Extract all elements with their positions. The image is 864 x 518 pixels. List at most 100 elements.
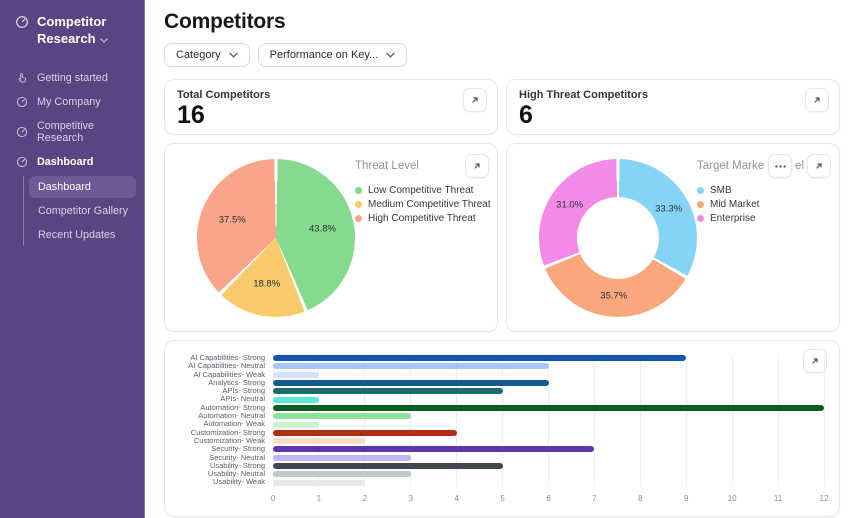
bar-row	[273, 362, 824, 370]
x-tick-label: 1	[316, 493, 322, 503]
gridline	[272, 354, 274, 487]
chevron-down-icon	[228, 52, 238, 58]
more-options-button[interactable]	[768, 154, 793, 178]
expand-button[interactable]	[463, 88, 487, 112]
bar-usability-weak[interactable]	[273, 479, 365, 486]
bar-category-label: Automation- Weak	[203, 419, 265, 429]
legend-label: Medium Competitive Threat	[368, 199, 491, 210]
bar-security-neutral[interactable]	[273, 454, 411, 461]
sidebar-item-getting-started[interactable]: Getting started	[0, 66, 144, 90]
filter-performance-on-key-[interactable]: Performance on Key...	[257, 43, 408, 67]
sidebar-item-my-company[interactable]: My Company	[0, 90, 144, 114]
bar-ai-capabilities-strong[interactable]	[273, 355, 687, 362]
feature-performance-bar-chart-card: AI Capabilities- Strong AI Capabilities- …	[164, 340, 840, 517]
bar-row	[273, 387, 824, 395]
high-threat-competitors-card: High Threat Competitors 6	[506, 79, 840, 135]
bar-category-label: AI Capabilities- Weak	[193, 369, 265, 379]
bar-category-label: Analytics- Strong	[208, 377, 265, 387]
bar-row	[273, 354, 824, 362]
bar-row	[273, 379, 824, 387]
chart-side-panel: Target Market Mu el SMB Mid Market Enterpr…	[697, 154, 831, 227]
x-tick-label: 2	[362, 493, 368, 503]
chart-title: Target Market Mu	[697, 160, 766, 172]
app-brand[interactable]: Competitor Research	[0, 0, 144, 58]
sidebar-nav: Getting started My Company Competitive Res…	[0, 66, 144, 174]
bar-row	[273, 470, 824, 478]
bar-category-label: AI Capabilities- Neutral	[188, 361, 265, 371]
gridline	[456, 354, 458, 487]
sidebar-item-dashboard[interactable]: Dashboard	[0, 150, 144, 174]
bar-ai-capabilities-weak[interactable]	[273, 371, 319, 378]
bar-row	[273, 454, 824, 462]
bar-category-label: AI Capabilities- Strong	[190, 353, 265, 362]
gridline	[639, 354, 641, 487]
bar-customization-strong[interactable]	[273, 429, 457, 436]
gridline	[777, 354, 779, 487]
arrow-up-right-icon	[474, 163, 480, 169]
bar-category-label: Customization- Weak	[193, 435, 265, 445]
sidebar-subitem-competitor-gallery[interactable]: Competitor Gallery	[38, 204, 129, 217]
chevron-down-icon	[99, 38, 108, 43]
legend-item: Low Competitive Threat	[355, 185, 489, 196]
arrow-up-right-icon	[814, 97, 820, 103]
x-tick-label: 6	[546, 493, 551, 503]
chart-side-panel: Threat Level Low Competitive Threat Mediu…	[355, 154, 491, 227]
bar-category-label: APIs- Neutral	[220, 394, 265, 404]
sidebar-subitem-recent-updates[interactable]: Recent Updates	[38, 228, 116, 241]
x-tick-label: 11	[773, 493, 783, 503]
x-tick-label: 9	[684, 493, 689, 503]
slice-value-label: 33.3%	[655, 203, 683, 215]
filter-label: Performance on Key...	[269, 49, 379, 61]
x-tick-label: 10	[727, 493, 737, 503]
bar-usability-neutral[interactable]	[273, 471, 411, 478]
expand-button[interactable]	[805, 88, 829, 112]
bar-chart-x-axis: 0 1 2 3 4 5 6 7 8 9 10 11 12	[271, 490, 829, 508]
bar-security-strong[interactable]	[273, 446, 595, 453]
bar-category-label: Security- Strong	[211, 444, 265, 454]
bar-apis-strong[interactable]	[273, 388, 503, 395]
stat-title: High Threat Competitors	[519, 89, 648, 101]
x-tick-label: 12	[819, 493, 829, 503]
legend-dot	[697, 187, 704, 194]
legend-label: Low Competitive Threat	[368, 185, 474, 196]
bar-category-label: Usability- Strong	[209, 460, 265, 470]
truncated-title-fragment: el	[795, 160, 804, 172]
bar-ai-capabilities-neutral[interactable]	[273, 363, 549, 370]
bar-row	[273, 462, 824, 470]
gauge-icon	[16, 156, 28, 168]
gauge-icon	[16, 126, 28, 138]
target-market-donut-chart[interactable]: 33.3% 35.7% 31.0%	[539, 159, 697, 317]
bar-chart-plot: AI Capabilities- Strong AI Capabilities- …	[179, 353, 825, 487]
gauge-icon	[15, 15, 29, 48]
bar-customization-weak[interactable]	[273, 438, 365, 445]
sidebar-subitem-dashboard[interactable]: Dashboard	[29, 175, 136, 198]
legend-dot	[355, 187, 362, 194]
expand-button[interactable]	[465, 154, 489, 178]
arrow-up-right-icon	[816, 163, 822, 169]
chart-legend: Low Competitive Threat Medium Competitive…	[355, 185, 491, 224]
bar-usability-strong[interactable]	[273, 463, 503, 469]
slice-value-label: 43.8%	[309, 223, 336, 235]
sidebar-item-competitive-research[interactable]: Competitive Research	[0, 114, 144, 150]
bar-analytics-strong[interactable]	[273, 380, 549, 387]
bar-category-label: APIs- Strong	[222, 386, 265, 396]
bar-apis-neutral[interactable]	[273, 396, 319, 403]
stat-value: 6	[519, 101, 533, 129]
legend-item: Mid Market	[697, 199, 831, 210]
legend-label: SMB	[710, 185, 732, 196]
bar-automation-neutral[interactable]	[273, 413, 411, 420]
x-tick-label: 8	[638, 493, 643, 503]
donut-hole	[576, 196, 660, 280]
legend-dot	[697, 215, 704, 222]
expand-button[interactable]	[807, 154, 831, 178]
slice-value-label: 35.7%	[600, 290, 628, 302]
target-market-card: 33.3% 35.7% 31.0% Target Market Mu el SMB M…	[506, 143, 840, 332]
expand-button[interactable]	[803, 349, 827, 373]
filter-category[interactable]: Category	[164, 43, 250, 67]
slice-value-label: 18.8%	[253, 278, 281, 290]
threat-level-pie-chart[interactable]: 43.8% 18.8% 37.5%	[197, 159, 355, 317]
sidebar-item-label: Getting started	[37, 71, 108, 84]
bar-category-label: Usability- Weak	[213, 477, 265, 487]
bar-automation-strong[interactable]	[273, 404, 824, 411]
bar-automation-weak[interactable]	[273, 421, 319, 428]
